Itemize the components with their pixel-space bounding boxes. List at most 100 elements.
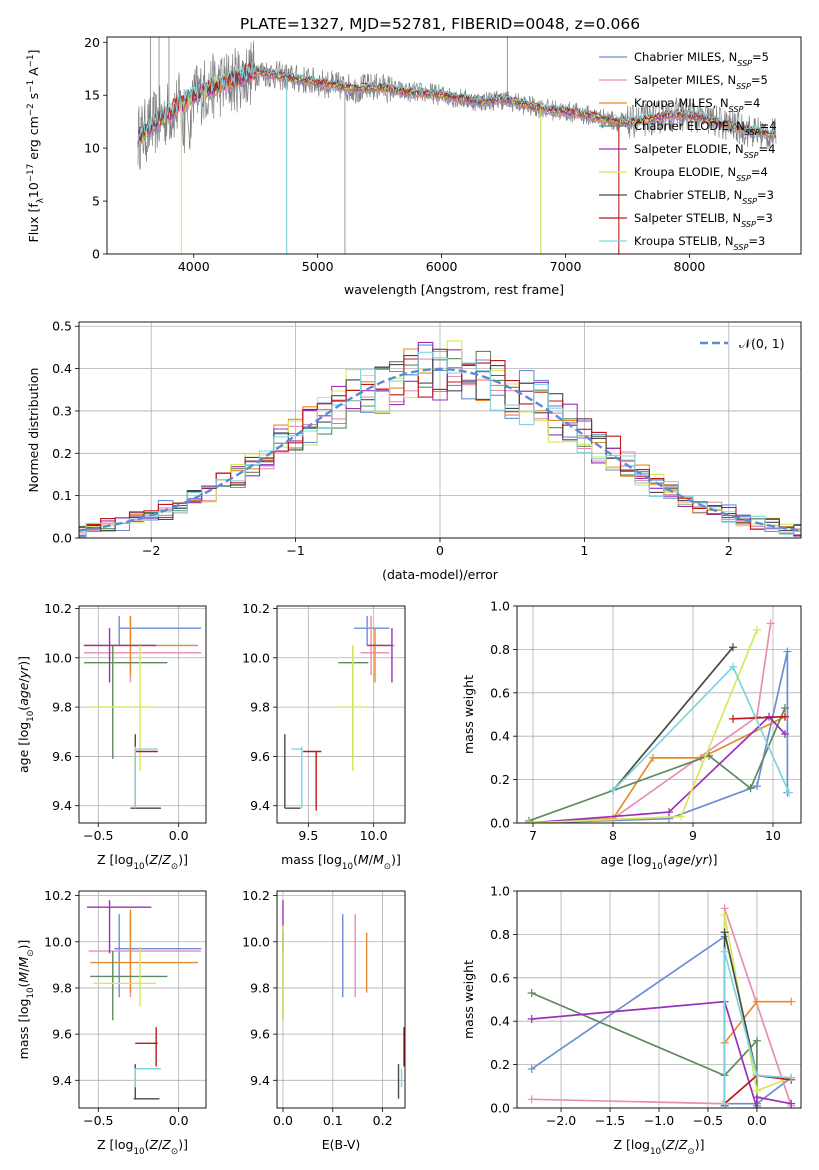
y-tick-label: 9.4	[52, 1073, 72, 1088]
plot-area	[87, 900, 202, 1100]
y-tick-label: 0.3	[52, 403, 72, 418]
x-tick-label: 0.0	[273, 1113, 293, 1128]
label-part: (	[16, 983, 31, 988]
label-part: Z	[678, 1137, 688, 1152]
label-part: ⊙	[171, 1147, 178, 1157]
x-tick-label: 9	[689, 828, 697, 843]
label-part: =4	[760, 119, 777, 133]
mass-weight-marker	[677, 812, 685, 821]
label-part: )]	[178, 852, 188, 867]
mass-weight-marker	[785, 788, 793, 797]
mass-weight-line	[528, 623, 772, 823]
y-tick-label: 0.4	[490, 1014, 510, 1029]
label-part: (	[145, 852, 150, 867]
label-part: /	[16, 967, 31, 972]
label-part: −17	[26, 164, 36, 182]
age-vs-metallicity-panel: −0.5 0.09.49.69.810.010.2Z [log10(Z/Z⊙)]a…	[16, 601, 207, 872]
y-tick-label: 20	[84, 35, 100, 50]
label-part: M	[358, 852, 369, 867]
label-part: −1	[26, 54, 36, 67]
y-tick-label: 0.0	[490, 1101, 510, 1116]
mass-weight-marker	[720, 910, 729, 919]
mass-weight-line	[528, 715, 786, 823]
y-axis-label: mass [log10(M/M⊙)]	[16, 940, 36, 1060]
label-part: )]	[16, 940, 31, 950]
label-part: Chabrier STELIB, N	[634, 188, 742, 202]
label-part: Kroupa STELIB, N	[634, 234, 734, 248]
label-part: =3	[748, 234, 765, 248]
label-part: Chabrier MILES, N	[634, 50, 737, 64]
axes-frame	[276, 605, 406, 824]
mass-weight-marker	[609, 786, 617, 795]
label-part: yr	[694, 852, 708, 867]
label-part: age	[16, 682, 31, 706]
y-tick-label: 10.2	[44, 888, 72, 903]
mass-vs-metallicity-panel: −0.5 0.09.49.69.810.010.2Z [log10(Z/Z⊙)]m…	[16, 888, 207, 1157]
label-part: )]	[695, 1137, 705, 1152]
mass-weight-line	[732, 715, 786, 720]
label-part: 10	[26, 987, 36, 998]
y-tick-label: 9.4	[250, 1073, 270, 1088]
legend-label: Chabrier STELIB, NSSP=3	[634, 188, 774, 206]
y-tick-label: 0.6	[490, 685, 510, 700]
y-tick-label: 0.8	[490, 927, 510, 942]
y-tick-label: 9.8	[250, 700, 270, 715]
axes-frame	[78, 321, 802, 539]
mass-weight-line	[531, 992, 758, 1106]
label-part: Z	[665, 1137, 675, 1152]
x-tick-label: 7000	[550, 259, 582, 274]
legend-label: Kroupa STELIB, NSSP=3	[634, 234, 765, 252]
x-tick-label: −0.5	[83, 828, 113, 843]
label-part: ⊙	[171, 862, 178, 872]
label-part: SSP	[729, 105, 744, 114]
legend-label: Chabrier ELODIE, NSSP=4	[634, 119, 777, 137]
label-part: Salpeter STELIB, N	[634, 211, 741, 225]
label-part: =5	[751, 73, 768, 87]
mass-weight-marker	[729, 643, 737, 652]
label-part: (	[145, 1137, 150, 1152]
label-part: s	[26, 93, 41, 104]
mass-weight-marker	[781, 703, 789, 712]
label-part: Z [log	[97, 852, 133, 867]
mass-weight-marker	[753, 782, 761, 791]
label-part: SSP	[741, 220, 756, 229]
y-tick-label: 0.8	[490, 642, 510, 657]
label-part: /	[675, 1137, 680, 1152]
legend-label: 𝒩(0, 1)	[739, 336, 785, 351]
label-part: mass [log	[281, 852, 342, 867]
y-axis-label: mass weight	[461, 675, 476, 754]
mass-weight-marker	[766, 619, 775, 628]
label-part: Flux [f	[26, 203, 41, 243]
y-tick-label: 0.2	[490, 1057, 510, 1072]
x-tick-label: 0	[436, 543, 444, 558]
label-part: /	[691, 852, 696, 867]
y-tick-label: 10.0	[242, 934, 270, 949]
axes-frame	[78, 605, 207, 824]
mass-weight-marker	[665, 808, 673, 817]
mass-weight-marker	[752, 1104, 761, 1108]
label-part: =5	[752, 50, 769, 64]
spectrum-panel: 4000 5000 6000 7000 8000 0 5 10 15 20 wavelength […	[26, 35, 802, 297]
mass-weight-marker	[649, 753, 657, 762]
legend-label: Kroupa ELODIE, NSSP=4	[634, 165, 768, 183]
y-tick-label: 10.2	[242, 888, 270, 903]
x-axis-label: (data-model)/error	[382, 567, 499, 582]
label-part: M	[16, 957, 31, 968]
x-tick-label: −2	[142, 543, 160, 558]
label-part: ⊙	[26, 949, 36, 956]
normal-distribution-curve	[79, 367, 801, 532]
x-axis-label: age [log10(age/yr)]	[600, 852, 717, 872]
plot-area	[525, 619, 793, 823]
y-tick-label: 0.0	[490, 816, 510, 831]
plot-area	[284, 615, 395, 811]
mass-weight-marker	[787, 1073, 796, 1082]
x-axis-label: wavelength [Angstrom, rest frame]	[344, 282, 564, 297]
legend-label: Salpeter ELODIE, NSSP=4	[634, 142, 775, 160]
label-part: )]	[16, 656, 31, 666]
x-tick-label: 4000	[178, 259, 210, 274]
label-part: 10	[650, 1147, 661, 1157]
y-tick-label: 9.8	[52, 980, 72, 995]
mass-weight-marker	[729, 662, 737, 671]
label-part: A	[26, 67, 41, 80]
x-tick-label: 6000	[426, 259, 458, 274]
